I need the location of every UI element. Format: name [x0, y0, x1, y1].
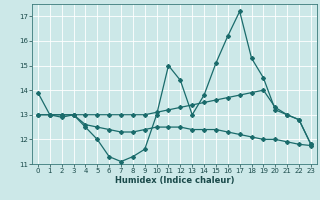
X-axis label: Humidex (Indice chaleur): Humidex (Indice chaleur)	[115, 176, 234, 185]
